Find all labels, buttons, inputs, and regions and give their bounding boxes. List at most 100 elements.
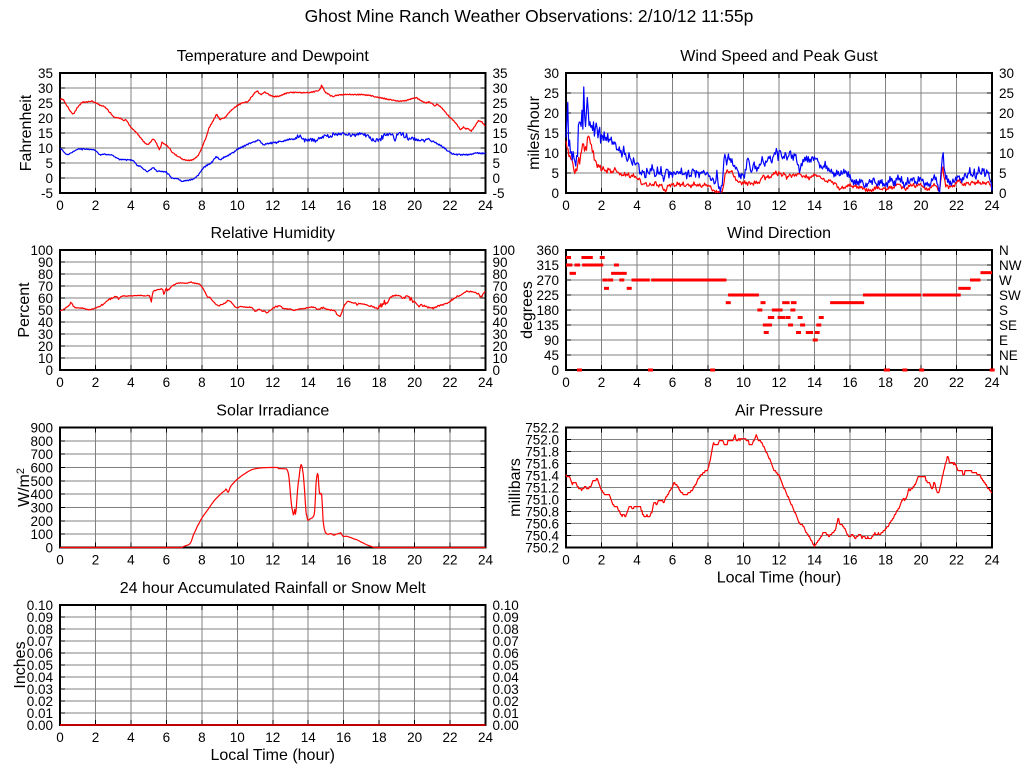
svg-text:300: 300 — [30, 501, 53, 516]
svg-text:14: 14 — [301, 553, 317, 568]
svg-text:18: 18 — [372, 198, 387, 213]
svg-text:750.8: 750.8 — [525, 505, 559, 520]
svg-text:miles/hour: miles/hour — [526, 95, 543, 169]
svg-text:0: 0 — [56, 375, 64, 390]
svg-text:0: 0 — [999, 186, 1007, 201]
svg-text:14: 14 — [301, 375, 317, 390]
svg-text:12: 12 — [265, 553, 280, 568]
svg-text:12: 12 — [771, 198, 786, 213]
svg-text:80: 80 — [38, 267, 53, 282]
svg-text:18: 18 — [372, 730, 387, 745]
svg-text:0.08: 0.08 — [493, 622, 519, 637]
svg-text:0.00: 0.00 — [493, 718, 519, 733]
svg-text:0: 0 — [562, 375, 570, 390]
svg-text:4: 4 — [127, 375, 135, 390]
svg-text:20: 20 — [38, 111, 53, 126]
svg-text:0: 0 — [45, 541, 53, 556]
svg-text:0: 0 — [551, 186, 559, 201]
svg-text:15: 15 — [38, 126, 53, 141]
svg-text:751.6: 751.6 — [525, 457, 559, 472]
svg-text:25: 25 — [999, 86, 1014, 101]
svg-text:22: 22 — [443, 198, 458, 213]
svg-text:2: 2 — [598, 553, 606, 568]
svg-text:-5: -5 — [41, 186, 53, 201]
svg-text:200: 200 — [30, 514, 53, 529]
svg-text:0: 0 — [56, 553, 64, 568]
svg-text:270: 270 — [536, 273, 559, 288]
svg-text:SE: SE — [999, 318, 1017, 333]
svg-text:Relative Humidity: Relative Humidity — [211, 225, 335, 242]
svg-text:0: 0 — [493, 171, 501, 186]
svg-text:50: 50 — [38, 303, 53, 318]
svg-text:225: 225 — [536, 288, 559, 303]
svg-text:10: 10 — [736, 553, 751, 568]
svg-text:6: 6 — [669, 198, 677, 213]
svg-text:15: 15 — [999, 126, 1014, 141]
svg-text:20: 20 — [913, 375, 928, 390]
svg-text:E: E — [999, 333, 1008, 348]
svg-text:10: 10 — [493, 351, 508, 366]
svg-text:30: 30 — [544, 66, 559, 81]
svg-text:45: 45 — [544, 348, 559, 363]
svg-text:18: 18 — [878, 375, 893, 390]
svg-text:0: 0 — [56, 730, 64, 745]
svg-text:750.2: 750.2 — [525, 541, 559, 556]
svg-text:16: 16 — [336, 730, 351, 745]
svg-text:12: 12 — [771, 553, 786, 568]
svg-text:20: 20 — [999, 106, 1014, 121]
svg-text:20: 20 — [407, 375, 422, 390]
svg-text:80: 80 — [493, 267, 508, 282]
svg-text:SW: SW — [999, 288, 1021, 303]
svg-text:10: 10 — [999, 146, 1014, 161]
svg-text:10: 10 — [230, 730, 245, 745]
svg-text:24: 24 — [478, 553, 494, 568]
svg-text:0.03: 0.03 — [493, 682, 519, 697]
svg-text:NE: NE — [999, 348, 1018, 363]
svg-text:8: 8 — [198, 730, 206, 745]
svg-text:12: 12 — [771, 375, 786, 390]
svg-text:360: 360 — [536, 243, 559, 258]
svg-text:12: 12 — [265, 198, 280, 213]
svg-text:0.01: 0.01 — [27, 706, 53, 721]
svg-text:90: 90 — [544, 333, 559, 348]
svg-text:10: 10 — [544, 146, 559, 161]
svg-text:Inches: Inches — [12, 641, 29, 688]
svg-text:16: 16 — [842, 198, 857, 213]
svg-text:20: 20 — [38, 339, 53, 354]
svg-text:0: 0 — [562, 553, 570, 568]
svg-text:30: 30 — [38, 327, 53, 342]
svg-text:Local Time (hour): Local Time (hour) — [211, 747, 336, 764]
svg-text:20: 20 — [493, 111, 508, 126]
svg-text:6: 6 — [163, 198, 171, 213]
svg-text:millibars: millibars — [507, 458, 524, 517]
svg-text:0.03: 0.03 — [27, 682, 53, 697]
svg-text:30: 30 — [38, 81, 53, 96]
svg-text:180: 180 — [536, 303, 559, 318]
svg-text:0: 0 — [493, 363, 501, 378]
svg-text:18: 18 — [372, 375, 387, 390]
svg-text:14: 14 — [807, 375, 823, 390]
svg-text:5: 5 — [551, 166, 559, 181]
svg-text:20: 20 — [407, 198, 422, 213]
svg-text:25: 25 — [544, 86, 559, 101]
svg-text:751.4: 751.4 — [525, 469, 559, 484]
svg-text:20: 20 — [407, 730, 422, 745]
svg-text:N: N — [999, 243, 1009, 258]
svg-text:20: 20 — [913, 553, 928, 568]
svg-text:16: 16 — [842, 553, 857, 568]
svg-text:5: 5 — [999, 166, 1007, 181]
svg-text:2: 2 — [598, 198, 606, 213]
svg-text:Temperature and Dewpoint: Temperature and Dewpoint — [177, 48, 370, 65]
svg-text:10: 10 — [230, 375, 245, 390]
svg-text:24 hour Accumulated Rainfall o: 24 hour Accumulated Rainfall or Snow Mel… — [120, 580, 426, 597]
svg-text:S: S — [999, 303, 1008, 318]
svg-text:2: 2 — [92, 730, 100, 745]
svg-text:0.02: 0.02 — [493, 694, 519, 709]
svg-text:20: 20 — [407, 553, 422, 568]
svg-text:600: 600 — [30, 461, 53, 476]
svg-text:16: 16 — [842, 375, 857, 390]
svg-text:24: 24 — [478, 730, 494, 745]
svg-text:0.02: 0.02 — [27, 694, 53, 709]
svg-text:10: 10 — [38, 351, 53, 366]
svg-text:400: 400 — [30, 487, 53, 502]
